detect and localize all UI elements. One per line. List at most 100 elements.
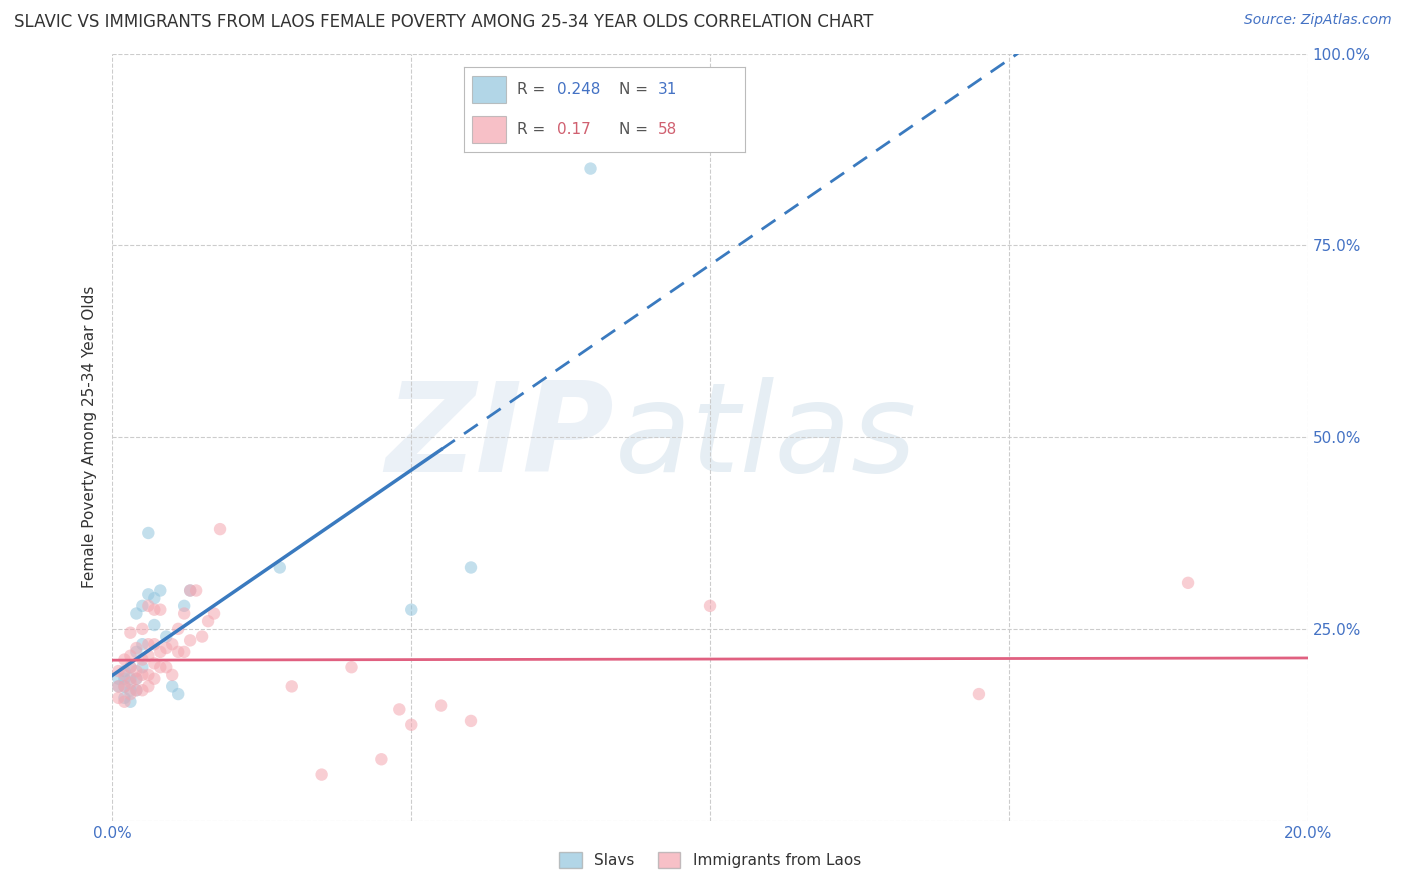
Text: 0.17: 0.17 [557,122,591,137]
Point [131,637,153,651]
Text: N =: N = [619,122,652,137]
Point [107,680,129,694]
Text: R =: R = [517,82,551,97]
Point [120,687,142,701]
Point [125,672,148,686]
Point [149,660,172,674]
Point [149,645,172,659]
Point [107,664,129,678]
Text: atlas: atlas [614,376,917,498]
Point [114,680,135,694]
Point [125,683,148,698]
Point [186,583,208,598]
Point [114,652,135,666]
Text: 58: 58 [658,122,678,137]
Point [162,680,183,694]
Text: SLAVIC VS IMMIGRANTS FROM LAOS FEMALE POVERTY AMONG 25-34 YEAR OLDS CORRELATION : SLAVIC VS IMMIGRANTS FROM LAOS FEMALE PO… [14,13,873,31]
Text: Source: ZipAtlas.com: Source: ZipAtlas.com [1244,13,1392,28]
Point [460,560,482,574]
Point [138,587,160,601]
Point [131,668,153,682]
Point [179,633,201,648]
Point [125,672,148,686]
Point [155,641,177,656]
Point [281,680,304,694]
Point [143,591,166,606]
Point [120,660,142,674]
Point [131,683,153,698]
Point [107,690,129,705]
Point [460,714,482,728]
Point [155,660,177,674]
Point [155,630,177,644]
Point [167,622,190,636]
Point [114,672,135,686]
Text: R =: R = [517,122,551,137]
Point [107,680,129,694]
Point [1177,575,1199,590]
Point [579,161,602,176]
Point [114,690,135,705]
Point [131,599,153,613]
Text: N =: N = [619,82,652,97]
Point [430,698,453,713]
Point [138,526,160,541]
Point [311,767,333,781]
Point [114,695,135,709]
Point [143,672,166,686]
Point [179,583,201,598]
Point [138,599,160,613]
Point [209,522,232,536]
Point [269,560,291,574]
Point [699,599,721,613]
Point [197,614,219,628]
Point [202,607,225,621]
Point [143,603,166,617]
Point [167,687,190,701]
Point [125,607,148,621]
Point [138,668,160,682]
Text: 0.248: 0.248 [557,82,600,97]
Point [120,683,142,698]
Point [173,607,195,621]
Point [143,618,166,632]
Legend: Slavs, Immigrants from Laos: Slavs, Immigrants from Laos [553,847,868,874]
Point [388,702,411,716]
Point [401,603,423,617]
Point [143,657,166,671]
Point [120,625,142,640]
Point [120,695,142,709]
Point [107,672,129,686]
Point [967,687,990,701]
Point [179,583,201,598]
Point [125,683,148,698]
Bar [472,76,506,103]
Y-axis label: Female Poverty Among 25-34 Year Olds: Female Poverty Among 25-34 Year Olds [82,286,97,588]
Text: 31: 31 [658,82,678,97]
Point [370,752,392,766]
Point [138,680,160,694]
Point [149,583,172,598]
Point [125,641,148,656]
Point [125,664,148,678]
Point [120,648,142,663]
Point [138,648,160,663]
Point [131,660,153,674]
Point [173,599,195,613]
Point [340,660,363,674]
Point [114,680,135,694]
Point [167,645,190,659]
Point [120,660,142,674]
Bar [472,116,506,143]
Point [138,637,160,651]
Point [162,668,183,682]
Point [120,672,142,686]
Point [162,637,183,651]
Point [125,645,148,659]
Point [120,675,142,690]
Point [114,664,135,678]
Point [149,603,172,617]
Point [114,668,135,682]
Point [401,717,423,731]
Point [131,622,153,636]
